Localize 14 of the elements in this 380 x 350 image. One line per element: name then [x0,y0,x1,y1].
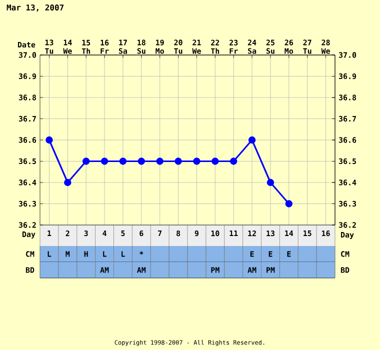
point [64,178,72,186]
point [285,200,293,208]
point [174,158,182,165]
point [100,158,108,165]
point [230,158,238,165]
point [212,158,219,165]
point [119,158,127,165]
point [46,136,53,144]
point [193,158,200,165]
point [82,158,90,165]
point [138,158,146,165]
point [266,178,274,186]
point [248,136,256,144]
point [156,158,164,165]
